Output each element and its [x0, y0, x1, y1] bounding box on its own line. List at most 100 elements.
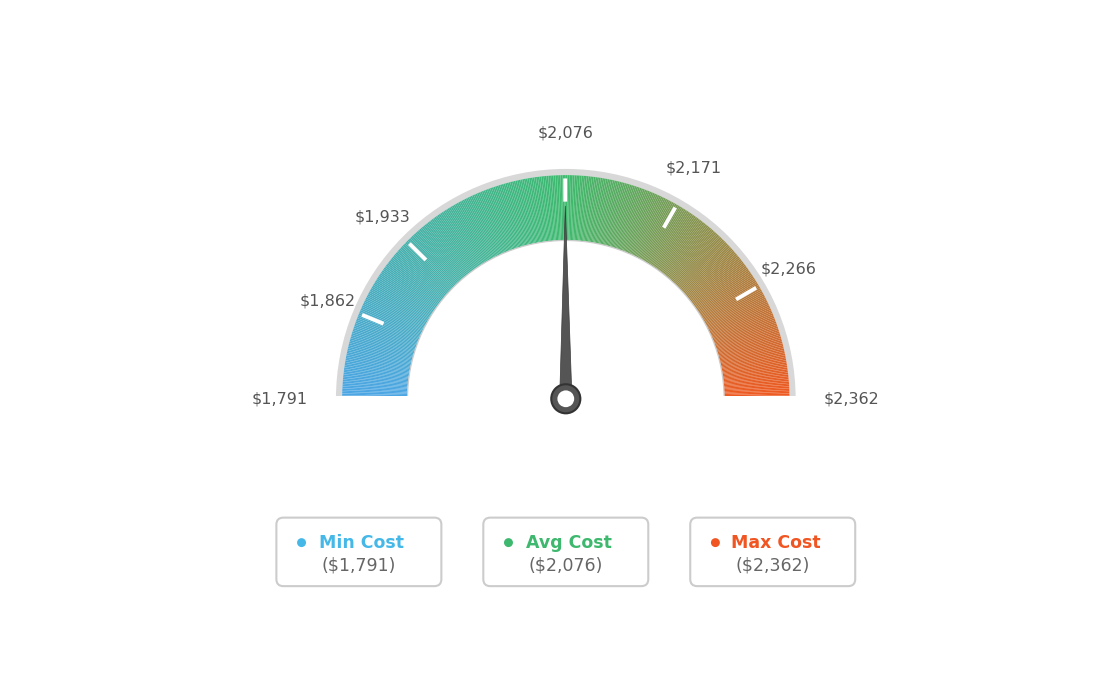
Wedge shape [714, 331, 779, 353]
Text: ($2,362): ($2,362) [735, 557, 810, 575]
Wedge shape [388, 262, 443, 304]
Wedge shape [501, 184, 522, 250]
Wedge shape [372, 285, 433, 321]
Wedge shape [550, 175, 556, 244]
Wedge shape [664, 226, 709, 279]
Wedge shape [497, 186, 519, 251]
Wedge shape [529, 178, 542, 246]
Wedge shape [618, 188, 644, 253]
Wedge shape [348, 345, 415, 362]
Wedge shape [719, 362, 787, 375]
Wedge shape [346, 357, 413, 371]
Wedge shape [644, 206, 680, 265]
Text: ($2,076): ($2,076) [529, 557, 603, 575]
Wedge shape [555, 175, 560, 244]
Wedge shape [342, 380, 411, 386]
Wedge shape [708, 308, 771, 337]
Wedge shape [574, 175, 580, 244]
Wedge shape [712, 323, 777, 347]
Wedge shape [346, 360, 413, 373]
FancyBboxPatch shape [690, 518, 856, 586]
Wedge shape [406, 241, 456, 290]
Wedge shape [512, 181, 530, 248]
Wedge shape [385, 266, 440, 308]
Wedge shape [630, 196, 661, 258]
Wedge shape [599, 181, 616, 248]
Wedge shape [675, 239, 724, 289]
Wedge shape [431, 220, 473, 275]
Wedge shape [593, 179, 606, 246]
Wedge shape [721, 388, 789, 393]
Wedge shape [342, 386, 411, 391]
Wedge shape [718, 353, 785, 368]
Wedge shape [569, 175, 571, 244]
Wedge shape [697, 277, 755, 315]
Wedge shape [350, 336, 417, 357]
Wedge shape [343, 371, 412, 381]
Wedge shape [592, 178, 604, 246]
Wedge shape [661, 222, 704, 277]
Wedge shape [450, 206, 487, 266]
Wedge shape [633, 197, 665, 259]
Wedge shape [645, 206, 681, 266]
Wedge shape [649, 210, 687, 268]
Wedge shape [400, 248, 452, 295]
Wedge shape [631, 197, 662, 259]
Wedge shape [583, 177, 592, 245]
Wedge shape [689, 263, 745, 306]
Wedge shape [687, 257, 741, 302]
Wedge shape [395, 252, 448, 298]
Wedge shape [428, 221, 471, 276]
Text: $2,076: $2,076 [538, 126, 593, 141]
Wedge shape [687, 259, 742, 303]
Wedge shape [699, 284, 758, 319]
Wedge shape [587, 177, 599, 246]
Wedge shape [721, 382, 789, 388]
Wedge shape [602, 181, 619, 248]
Wedge shape [643, 204, 678, 264]
Wedge shape [463, 199, 496, 261]
Wedge shape [544, 176, 552, 244]
Wedge shape [654, 215, 694, 272]
Wedge shape [351, 333, 417, 355]
Wedge shape [420, 228, 465, 282]
Wedge shape [648, 209, 686, 268]
Wedge shape [392, 256, 446, 301]
Wedge shape [487, 189, 512, 254]
Wedge shape [437, 215, 478, 272]
Wedge shape [434, 217, 476, 273]
Wedge shape [721, 380, 789, 386]
Wedge shape [662, 223, 705, 277]
Wedge shape [343, 369, 412, 380]
Wedge shape [603, 181, 622, 248]
Wedge shape [359, 313, 423, 341]
Wedge shape [456, 203, 491, 264]
Wedge shape [541, 176, 550, 244]
Wedge shape [361, 308, 424, 337]
Wedge shape [369, 291, 429, 325]
Wedge shape [590, 178, 603, 246]
Wedge shape [361, 307, 424, 336]
Wedge shape [619, 189, 645, 254]
Wedge shape [350, 339, 416, 359]
Wedge shape [614, 186, 637, 252]
Wedge shape [349, 342, 416, 360]
Wedge shape [386, 263, 443, 306]
Wedge shape [616, 187, 640, 253]
Wedge shape [362, 304, 425, 334]
Wedge shape [473, 195, 502, 258]
Wedge shape [353, 326, 420, 350]
Wedge shape [358, 315, 422, 342]
Wedge shape [391, 257, 445, 302]
Wedge shape [683, 252, 736, 298]
Wedge shape [676, 241, 725, 290]
Wedge shape [352, 331, 417, 353]
Wedge shape [620, 190, 647, 254]
Wedge shape [438, 214, 478, 271]
Wedge shape [712, 325, 777, 348]
Wedge shape [477, 193, 506, 257]
Wedge shape [505, 183, 524, 249]
Wedge shape [720, 371, 788, 381]
Wedge shape [342, 382, 411, 388]
Text: $2,171: $2,171 [666, 160, 722, 175]
